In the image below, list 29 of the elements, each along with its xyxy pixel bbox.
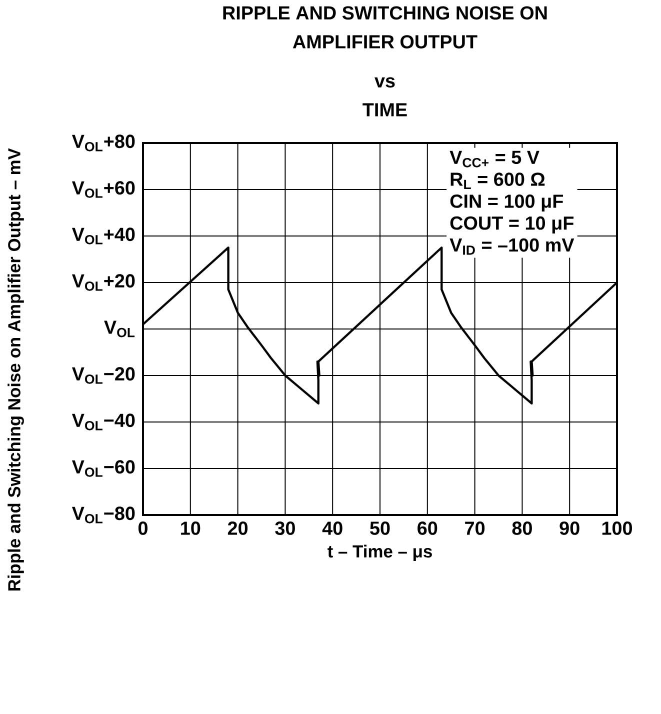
y-tick-label: V$_{OL}$−20: [72, 367, 135, 384]
y-axis-title: Ripple and Switching Noise on Amplifier Output – mV: [8, 148, 24, 591]
x-tick-label: 60: [418, 522, 438, 535]
annotation: CIN = 100 μF: [450, 194, 563, 212]
y-tick-label: V$_{OL}$−80: [72, 506, 135, 524]
annotation: COUT = 10 μF: [450, 216, 574, 234]
x-tick-label: 90: [560, 522, 580, 535]
x-tick-label: 30: [275, 522, 295, 535]
y-tick-label: V$_{OL}$+20: [72, 274, 135, 291]
x-tick-label: 0: [138, 522, 148, 535]
x-tick-label: 20: [228, 522, 248, 535]
annotation: V$_{CC+}$ = 5 V: [450, 150, 540, 168]
x-tick-label: 80: [512, 522, 532, 535]
annotation: V$_{ID}$ = –100 mV: [450, 238, 574, 255]
x-tick-label: 50: [370, 522, 390, 535]
y-tick-label: V$_{OL}$+40: [72, 228, 135, 244]
x-tick-label: 70: [465, 522, 485, 535]
x-tick-label: 10: [181, 522, 200, 535]
y-tick-label: V$_{OL}$: [104, 320, 135, 338]
y-tick-label: V$_{OL}$+60: [72, 181, 135, 198]
x-tick-label: 40: [322, 522, 342, 535]
chart-subtitle: vs TIME: [362, 77, 407, 116]
x-axis-title: t – Time – μs: [328, 544, 432, 561]
x-tick-label: 100: [602, 522, 632, 535]
y-tick-label: V$_{OL}$−60: [72, 460, 135, 477]
y-tick-label: V$_{OL}$−40: [72, 414, 135, 430]
y-tick-label: V$_{OL}$+80: [72, 134, 135, 152]
chart-title: RIPPLE AND SWITCHING NOISE ON AMPLIFIER OUTPUT: [223, 6, 547, 48]
annotation: R$_{L}$ = 600 Ω: [450, 172, 545, 189]
